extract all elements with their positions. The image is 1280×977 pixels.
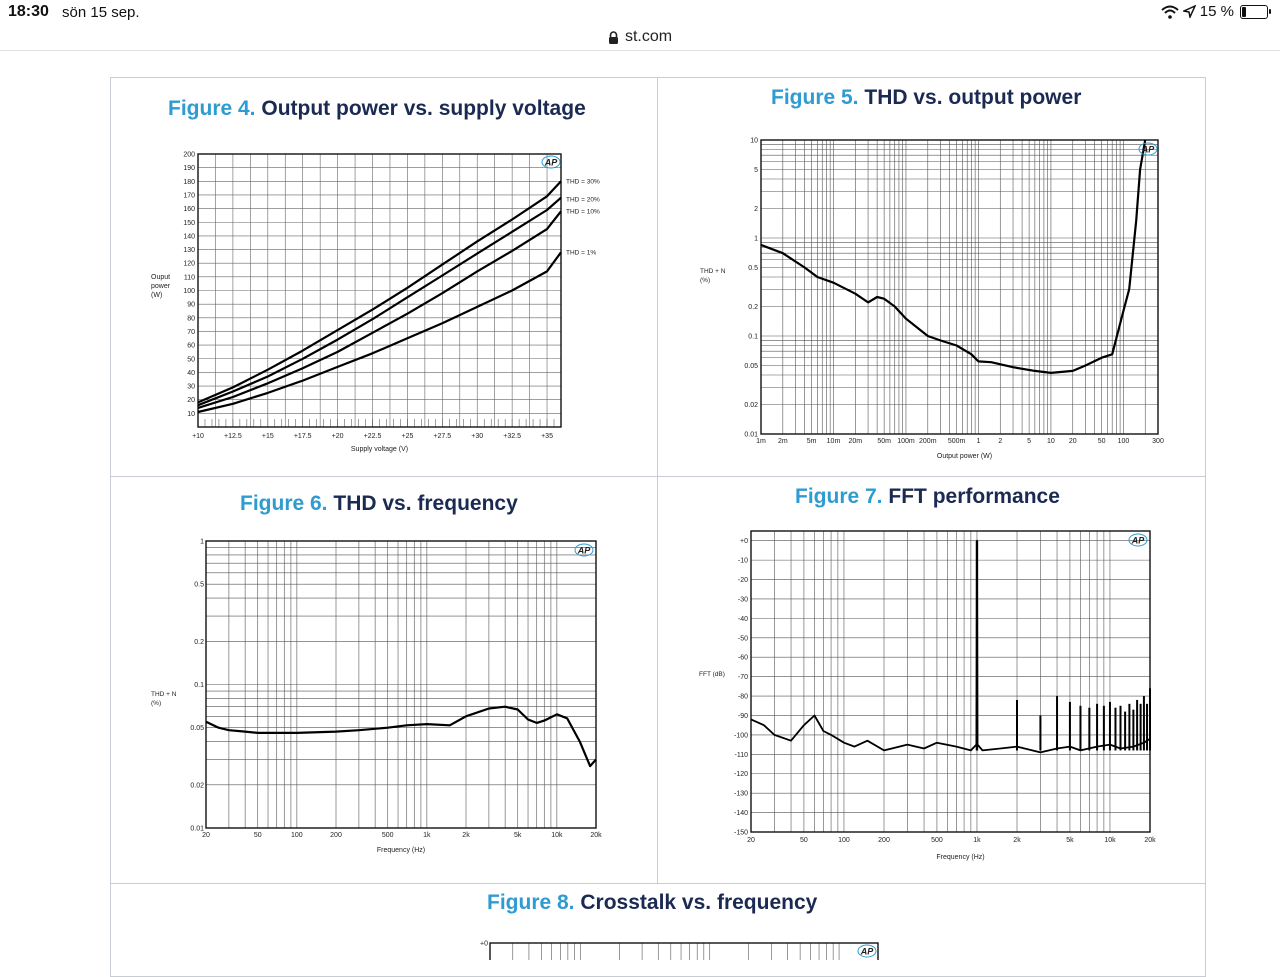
figure-8-title: Figure 8. Crosstalk vs. frequency xyxy=(487,891,817,915)
status-time: 18:30 xyxy=(8,3,49,20)
figure-number: Figure 7. xyxy=(795,485,883,508)
status-date: sön 15 sep. xyxy=(62,4,140,21)
figure-table xyxy=(110,77,1206,977)
figure-title-text: Crosstalk vs. frequency xyxy=(580,891,818,914)
figure-number: Figure 4. xyxy=(168,97,256,120)
table-row-divider xyxy=(110,883,1206,884)
url-text: st.com xyxy=(624,28,673,45)
table-row-divider xyxy=(110,476,1206,477)
table-column-divider xyxy=(657,77,658,883)
status-bar: 18:30 sön 15 sep. 15 % xyxy=(0,0,1280,26)
address-bar[interactable]: st.com xyxy=(0,24,1280,50)
figure-title-text: THD vs. output power xyxy=(864,86,1082,109)
wifi-icon xyxy=(1161,5,1179,19)
figure-number: Figure 6. xyxy=(240,492,328,515)
status-indicators: 15 % xyxy=(1161,3,1271,20)
figure-6-title: Figure 6. THD vs. frequency xyxy=(240,492,518,516)
battery-percent: 15 % xyxy=(1199,3,1234,20)
figure-number: Figure 8. xyxy=(487,891,575,914)
toolbar-divider xyxy=(0,50,1280,51)
battery-icon xyxy=(1240,4,1271,19)
figure-7-title: Figure 7. FFT performance xyxy=(795,485,1060,509)
figure-number: Figure 5. xyxy=(771,86,859,109)
figure-title-text: FFT performance xyxy=(888,485,1060,508)
lock-icon xyxy=(608,30,618,44)
figure-5-title: Figure 5. THD vs. output power xyxy=(771,86,1081,110)
figure-title-text: Output power vs. supply voltage xyxy=(261,97,586,120)
location-icon xyxy=(1182,5,1196,18)
figure-4-title: Figure 4. Output power vs. supply voltag… xyxy=(168,97,586,121)
figure-title-text: THD vs. frequency xyxy=(333,492,518,515)
